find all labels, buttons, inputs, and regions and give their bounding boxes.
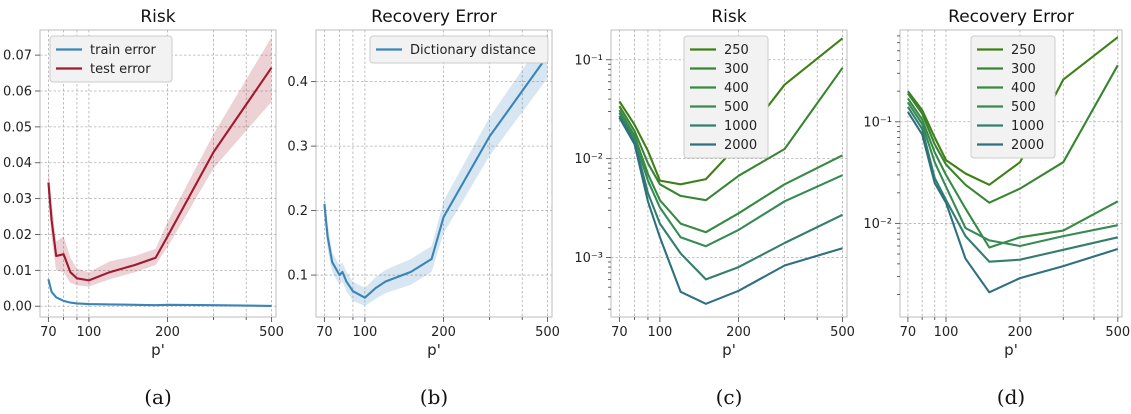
legend-entry: test error	[90, 62, 151, 77]
legend-box	[49, 35, 173, 83]
panel-caption: (d)	[997, 385, 1025, 409]
x-tick-label: 500	[1105, 325, 1130, 340]
legend-entry: 250	[724, 43, 749, 58]
legend-entry: 250	[1011, 43, 1036, 58]
confidence-band-dictionary-distance	[324, 33, 548, 306]
y-tick-label: 0.07	[3, 49, 32, 64]
x-axis-label: p'	[151, 341, 165, 359]
x-tick-label: 500	[259, 325, 284, 340]
legend-entry: 1000	[724, 119, 757, 134]
x-tick-label: 200	[726, 325, 751, 340]
panel-a: 70 100 200 500 0.00 0.01 0.02 0.03 0.04 0.05 0.06 0…	[3, 7, 284, 409]
legend-entry: Dictionary distance	[410, 43, 536, 58]
x-tick-label: 100	[934, 325, 959, 340]
y-tick-label: 10⁻¹	[574, 53, 603, 68]
legend-entry: 500	[724, 100, 749, 115]
axes-frame	[315, 29, 553, 318]
panel-b: 70 100 200 500 0.1 0.2 0.3 0.4 Recovery Error p' (…	[287, 7, 560, 409]
legend-entry: 300	[1011, 62, 1036, 77]
y-tick-label: 0.00	[3, 300, 32, 315]
legend: train error test error	[49, 35, 173, 83]
legend: 250 300 400 500 1000 2000	[970, 35, 1056, 159]
legend-entry: train error	[90, 43, 157, 58]
chart-title: Recovery Error	[371, 7, 497, 27]
x-tick-label: 500	[830, 325, 855, 340]
y-tick-label: 0.1	[287, 269, 308, 284]
legend-entry: 1000	[1011, 119, 1044, 134]
chart-title: Risk	[711, 7, 746, 27]
x-tick-label: 500	[535, 325, 560, 340]
x-tick-label: 200	[1008, 325, 1033, 340]
x-tick-label: 70	[900, 325, 917, 340]
panel-caption: (a)	[144, 385, 172, 409]
y-tick-label: 0.3	[287, 140, 308, 155]
y-tick-label: 0.06	[3, 84, 32, 99]
confidence-band-test-error	[48, 37, 272, 287]
x-tick-label: 100	[76, 325, 101, 340]
legend: Dictionary distance	[369, 35, 549, 64]
x-axis-label: p'	[1004, 341, 1018, 359]
x-tick-label: 100	[647, 325, 672, 340]
legend-box	[683, 35, 769, 159]
y-tick-label: 10⁻¹	[863, 115, 892, 130]
y-tick-label: 0.03	[3, 192, 32, 207]
y-tick-label: 0.04	[3, 156, 32, 171]
legend-box	[369, 35, 549, 64]
y-tick-label: 10⁻³	[574, 251, 603, 266]
legend-entry: 400	[1011, 81, 1036, 96]
legend-box	[970, 35, 1056, 159]
legend-entry: 300	[724, 62, 749, 77]
chart-title: Risk	[140, 7, 175, 27]
y-tick-label: 0.05	[3, 120, 32, 135]
y-tick-label: 0.02	[3, 228, 32, 243]
x-tick-label: 70	[316, 325, 333, 340]
panel-c: 70 100 200 500 10⁻³ 10⁻² 10⁻¹ Risk p' (c) 250 300 40…	[574, 7, 855, 409]
y-tick-label: 10⁻²	[574, 152, 603, 167]
y-tick-label: 0.4	[287, 75, 308, 90]
y-tick-label: 0.01	[3, 264, 32, 279]
chart-title: Recovery Error	[948, 7, 1074, 27]
legend: 250 300 400 500 1000 2000	[683, 35, 769, 159]
legend-entry: 400	[724, 81, 749, 96]
x-tick-label: 200	[431, 325, 456, 340]
x-axis-label: p'	[427, 341, 441, 359]
x-tick-label: 70	[611, 325, 628, 340]
panel-caption: (b)	[420, 385, 448, 409]
y-tick-label: 0.2	[287, 204, 308, 219]
legend-entry: 2000	[1011, 138, 1044, 153]
x-tick-label: 200	[155, 325, 180, 340]
legend-entry: 500	[1011, 100, 1036, 115]
panel-caption: (c)	[716, 385, 743, 409]
legend-entry: 2000	[724, 138, 757, 153]
x-tick-label: 100	[352, 325, 377, 340]
panel-d: 70 100 200 500 10⁻² 10⁻¹ Recovery Error p' (d) 25…	[863, 7, 1130, 409]
y-tick-label: 10⁻²	[863, 217, 892, 232]
x-axis-label: p'	[722, 341, 736, 359]
x-tick-label: 70	[40, 325, 57, 340]
